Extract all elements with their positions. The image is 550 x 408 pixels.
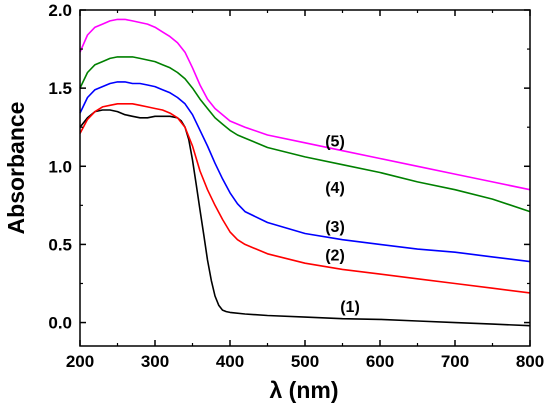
- x-tick-label: 500: [291, 352, 319, 371]
- series-label-2: (2): [325, 247, 345, 264]
- series-line-1: [79, 109, 531, 327]
- y-tick-label: 0.5: [48, 235, 72, 254]
- series-line-2: [79, 103, 531, 294]
- y-axis-title: Absorbance: [3, 102, 29, 235]
- series-label-5: (5): [325, 133, 345, 150]
- y-tick-label: 1.5: [48, 79, 72, 98]
- series-label-3: (3): [325, 219, 345, 236]
- series-label-4: (4): [325, 180, 345, 197]
- ticks-layer: 200 300 400 500 600 700 800 0.0 0.5 1.0 1.5 2.0: [48, 1, 544, 371]
- x-tick-label: 600: [366, 352, 394, 371]
- series-label-1: (1): [340, 299, 360, 316]
- x-axis-title: λ (nm): [270, 377, 339, 403]
- series-line-3: [79, 81, 531, 263]
- series-line-4: [79, 56, 531, 213]
- x-tick-label: 700: [441, 352, 469, 371]
- x-tick-label: 200: [66, 352, 94, 371]
- x-tick-label: 400: [216, 352, 244, 371]
- x-tick-label: 800: [516, 352, 544, 371]
- plot-frame: [79, 9, 531, 347]
- y-tick-label: 0.0: [48, 314, 72, 333]
- series-layer: (1) (2) (3) (4) (5): [79, 18, 531, 327]
- x-tick-label: 300: [141, 352, 169, 371]
- y-tick-label: 2.0: [48, 1, 72, 20]
- y-tick-label: 1.0: [48, 157, 72, 176]
- series-line-5: [79, 18, 531, 191]
